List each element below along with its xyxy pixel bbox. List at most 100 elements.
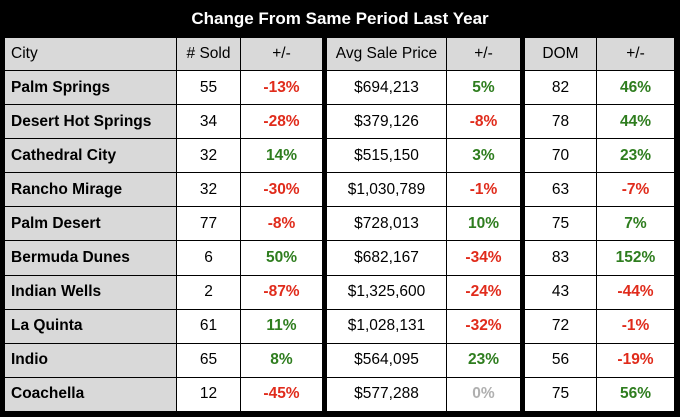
cell-sold-change: 11% [241, 309, 323, 344]
col-header-dom-change: +/- [597, 38, 675, 71]
cell-avg-price: $1,028,131 [327, 309, 447, 344]
cell-sold: 65 [177, 343, 241, 378]
cell-sold-change: -8% [241, 207, 323, 242]
cell-dom: 43 [525, 275, 597, 310]
cell-avg-price: $564,095 [327, 343, 447, 378]
cell-avg-price: $1,030,789 [327, 173, 447, 208]
cell-sold-change: -13% [241, 71, 323, 106]
column-gap [521, 38, 525, 71]
cell-price-change: -32% [447, 309, 521, 344]
cell-avg-price: $728,013 [327, 207, 447, 242]
cell-sold: 61 [177, 309, 241, 344]
cell-dom-change: 44% [597, 105, 675, 140]
col-header-city: City [5, 38, 177, 71]
col-header-dom: DOM [525, 38, 597, 71]
cell-sold-change: -87% [241, 275, 323, 310]
column-gap [521, 71, 525, 106]
column-gap [521, 343, 525, 378]
cell-city: La Quinta [5, 309, 177, 344]
cell-dom-change: 7% [597, 207, 675, 242]
cell-sold: 32 [177, 173, 241, 208]
table-row: Cathedral City 32 14% $515,150 3% 70 23% [5, 139, 675, 174]
table-row: Palm Springs 55 -13% $694,213 5% 82 46% [5, 71, 675, 106]
cell-city: Bermuda Dunes [5, 241, 177, 276]
table-row: Palm Desert 77 -8% $728,013 10% 75 7% [5, 207, 675, 242]
cell-dom-change: 56% [597, 377, 675, 412]
cell-avg-price: $577,288 [327, 377, 447, 412]
cell-dom-change: 46% [597, 71, 675, 106]
column-gap [323, 309, 327, 344]
cell-sold-change: -45% [241, 377, 323, 412]
cell-dom-change: -7% [597, 173, 675, 208]
table-title: Change From Same Period Last Year [191, 9, 489, 28]
cell-dom-change: -1% [597, 309, 675, 344]
cell-sold: 55 [177, 71, 241, 106]
cell-price-change: 10% [447, 207, 521, 242]
table-row: Rancho Mirage 32 -30% $1,030,789 -1% 63 -7% [5, 173, 675, 208]
column-gap [521, 377, 525, 412]
cell-sold: 77 [177, 207, 241, 242]
cell-dom: 83 [525, 241, 597, 276]
cell-dom-change: 23% [597, 139, 675, 174]
col-header-price-change: +/- [447, 38, 521, 71]
cell-city: Palm Desert [5, 207, 177, 242]
column-gap [323, 105, 327, 140]
cell-avg-price: $1,325,600 [327, 275, 447, 310]
table-row: La Quinta 61 11% $1,028,131 -32% 72 -1% [5, 309, 675, 344]
cell-sold: 6 [177, 241, 241, 276]
cell-price-change: -8% [447, 105, 521, 140]
table-row: Coachella 12 -45% $577,288 0% 75 56% [5, 377, 675, 412]
column-gap [521, 173, 525, 208]
cell-avg-price: $515,150 [327, 139, 447, 174]
col-header-avg-price: Avg Sale Price [327, 38, 447, 71]
table-row: Indio 65 8% $564,095 23% 56 -19% [5, 343, 675, 378]
cell-dom: 72 [525, 309, 597, 344]
cell-sold: 12 [177, 377, 241, 412]
cell-dom: 75 [525, 377, 597, 412]
cell-city: Coachella [5, 377, 177, 412]
cell-dom: 78 [525, 105, 597, 140]
cell-price-change: -34% [447, 241, 521, 276]
column-gap [323, 275, 327, 310]
column-gap [521, 139, 525, 174]
cell-sold-change: 14% [241, 139, 323, 174]
cell-price-change: -24% [447, 275, 521, 310]
cell-dom-change: -44% [597, 275, 675, 310]
cell-price-change: 5% [447, 71, 521, 106]
table-row: Bermuda Dunes 6 50% $682,167 -34% 83 152% [5, 241, 675, 276]
column-gap [323, 139, 327, 174]
column-gap [323, 207, 327, 242]
cell-city: Palm Springs [5, 71, 177, 106]
cell-sold: 2 [177, 275, 241, 310]
cell-sold-change: 50% [241, 241, 323, 276]
cell-sold-change: -30% [241, 173, 323, 208]
cell-price-change: 23% [447, 343, 521, 378]
column-gap [323, 343, 327, 378]
data-table: City # Sold +/- Avg Sale Price +/- DOM +… [5, 38, 675, 412]
cell-price-change: 0% [447, 377, 521, 412]
cell-price-change: -1% [447, 173, 521, 208]
cell-price-change: 3% [447, 139, 521, 174]
column-gap [521, 241, 525, 276]
column-gap [323, 38, 327, 71]
cell-dom: 75 [525, 207, 597, 242]
cell-sold: 34 [177, 105, 241, 140]
cell-dom: 56 [525, 343, 597, 378]
column-gap [323, 241, 327, 276]
cell-city: Indian Wells [5, 275, 177, 310]
cell-dom: 63 [525, 173, 597, 208]
table-row: Desert Hot Springs 34 -28% $379,126 -8% 78 44% [5, 105, 675, 140]
header-row: City # Sold +/- Avg Sale Price +/- DOM +… [5, 38, 675, 71]
cell-sold-change: -28% [241, 105, 323, 140]
column-gap [521, 309, 525, 344]
column-gap [323, 71, 327, 106]
cell-dom-change: -19% [597, 343, 675, 378]
cell-dom-change: 152% [597, 241, 675, 276]
column-gap [323, 173, 327, 208]
column-gap [323, 377, 327, 412]
cell-dom: 70 [525, 139, 597, 174]
cell-avg-price: $682,167 [327, 241, 447, 276]
cell-sold: 32 [177, 139, 241, 174]
column-gap [521, 105, 525, 140]
